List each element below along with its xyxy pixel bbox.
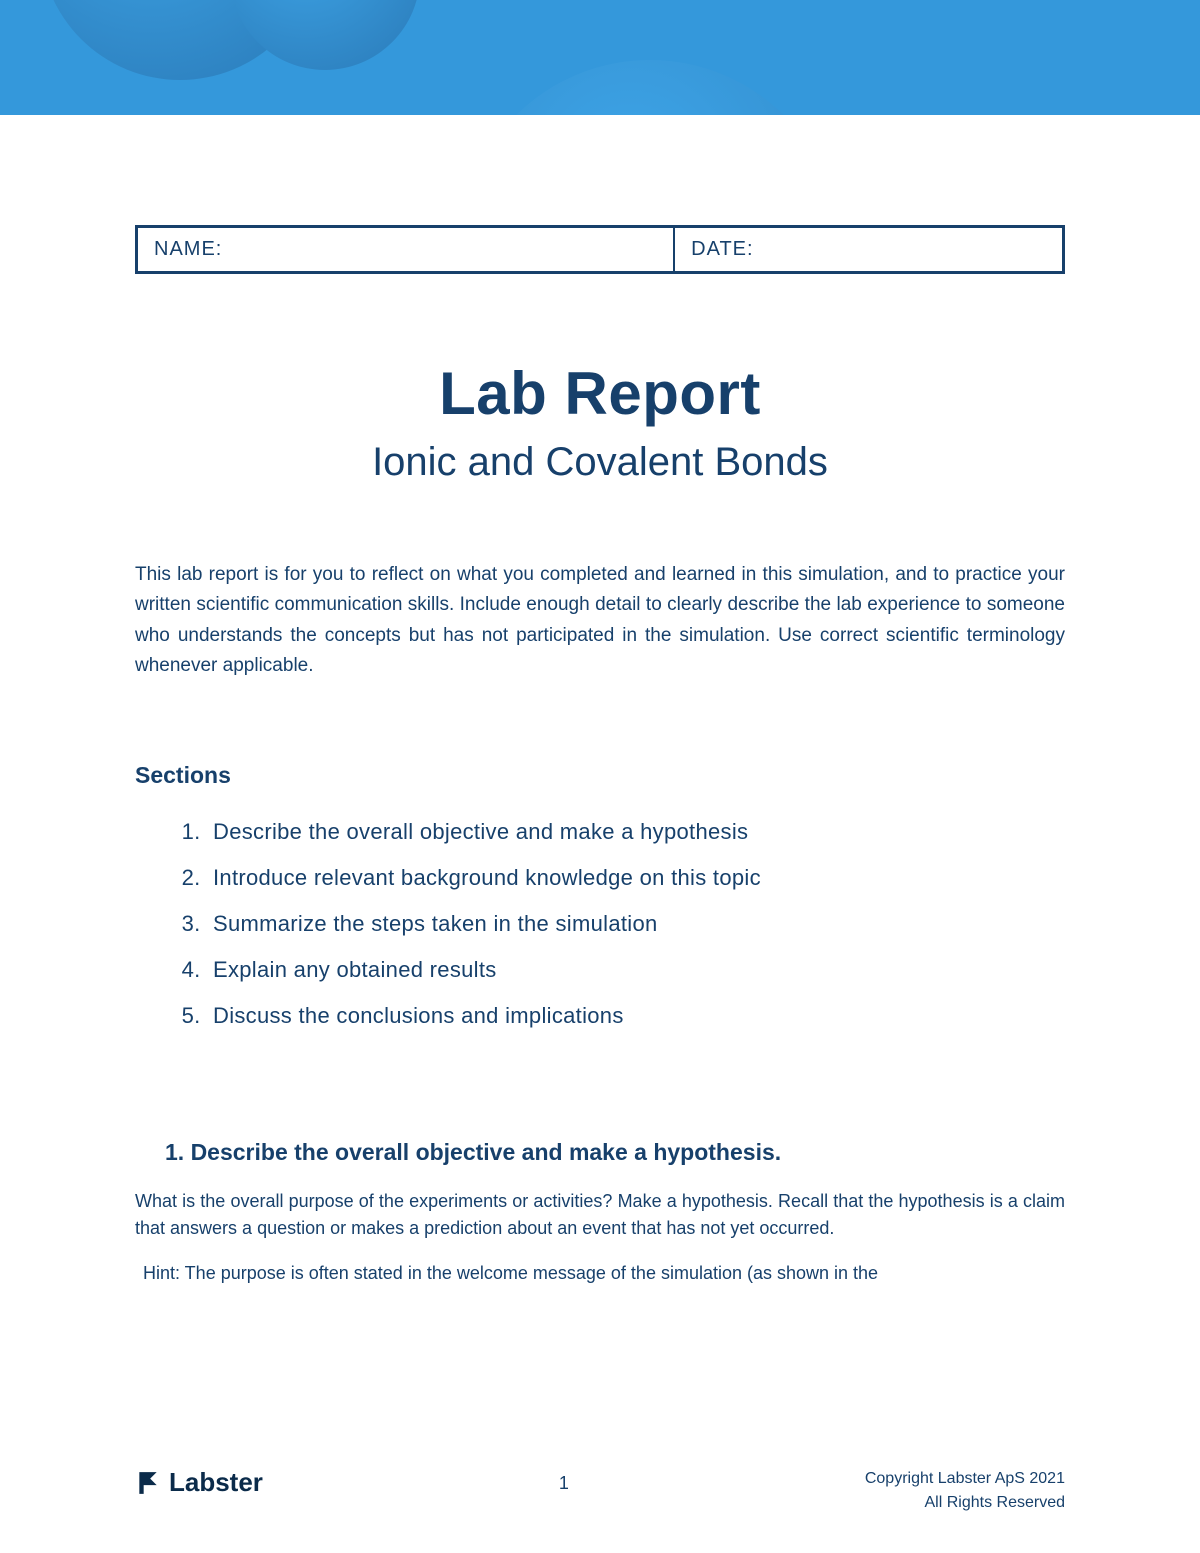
section-item: Describe the overall objective and make … [207, 819, 1065, 845]
intro-paragraph: This lab report is for you to reflect on… [135, 560, 1065, 682]
document-title: Lab Report [135, 359, 1065, 428]
copyright-line: All Rights Reserved [865, 1491, 1065, 1515]
header-banner [0, 0, 1200, 115]
decorative-circle [230, 0, 420, 70]
section-item: Summarize the steps taken in the simulat… [207, 911, 1065, 937]
section-item: Discuss the conclusions and implications [207, 1003, 1065, 1029]
document-subtitle: Ionic and Covalent Bonds [135, 440, 1065, 485]
meta-table: NAME: DATE: [135, 225, 1065, 274]
question-1-hint: Hint: The purpose is often stated in the… [135, 1260, 1065, 1287]
page-number: 1 [559, 1473, 569, 1494]
section-item: Explain any obtained results [207, 957, 1065, 983]
logo-icon [135, 1470, 161, 1496]
question-1-body: What is the overall purpose of the exper… [135, 1188, 1065, 1242]
copyright: Copyright Labster ApS 2021 All Rights Re… [865, 1467, 1065, 1515]
labster-logo: Labster [135, 1467, 263, 1498]
decorative-circle [460, 60, 840, 115]
name-cell: NAME: [137, 227, 675, 273]
page-content: NAME: DATE: Lab Report Ionic and Covalen… [0, 225, 1200, 1287]
date-cell: DATE: [674, 227, 1063, 273]
sections-heading: Sections [135, 762, 1065, 789]
question-1-heading: 1. Describe the overall objective and ma… [135, 1139, 1065, 1166]
logo-text: Labster [169, 1467, 263, 1498]
footer: Labster 1 Copyright Labster ApS 2021 All… [0, 1467, 1200, 1515]
section-item: Introduce relevant background knowledge … [207, 865, 1065, 891]
sections-list: Describe the overall objective and make … [135, 819, 1065, 1029]
title-block: Lab Report Ionic and Covalent Bonds [135, 359, 1065, 485]
copyright-line: Copyright Labster ApS 2021 [865, 1467, 1065, 1491]
